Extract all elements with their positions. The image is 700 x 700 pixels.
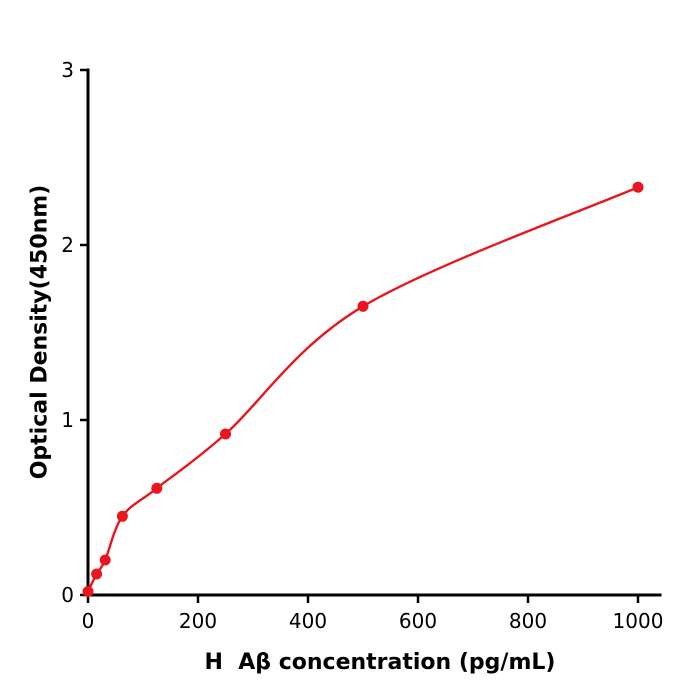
fit-curve (86, 186, 640, 593)
data-point (116, 510, 128, 522)
y-tick-label: 2 (61, 233, 74, 257)
y-tick-label: 3 (61, 58, 74, 82)
y-tick-label: 0 (61, 583, 74, 607)
data-point (99, 554, 111, 566)
x-tick-label: 600 (399, 609, 437, 633)
x-axis-label: H Aβ concentration (pg/mL) (204, 650, 556, 675)
x-tick-label: 200 (179, 609, 217, 633)
data-point (151, 482, 163, 494)
x-tick-label: 0 (82, 609, 95, 633)
data-point (357, 300, 369, 312)
data-point (632, 181, 644, 193)
x-tick-label: 400 (289, 609, 327, 633)
data-point (82, 586, 94, 597)
x-tick-label: 800 (509, 609, 547, 633)
y-axis-label: Optical Density(450nm) (27, 184, 53, 480)
axes-spines (86, 68, 662, 597)
data-point (220, 428, 231, 440)
y-tick-label: 1 (61, 408, 74, 432)
x-tick-label: 1000 (613, 609, 664, 633)
data-point (91, 568, 103, 580)
